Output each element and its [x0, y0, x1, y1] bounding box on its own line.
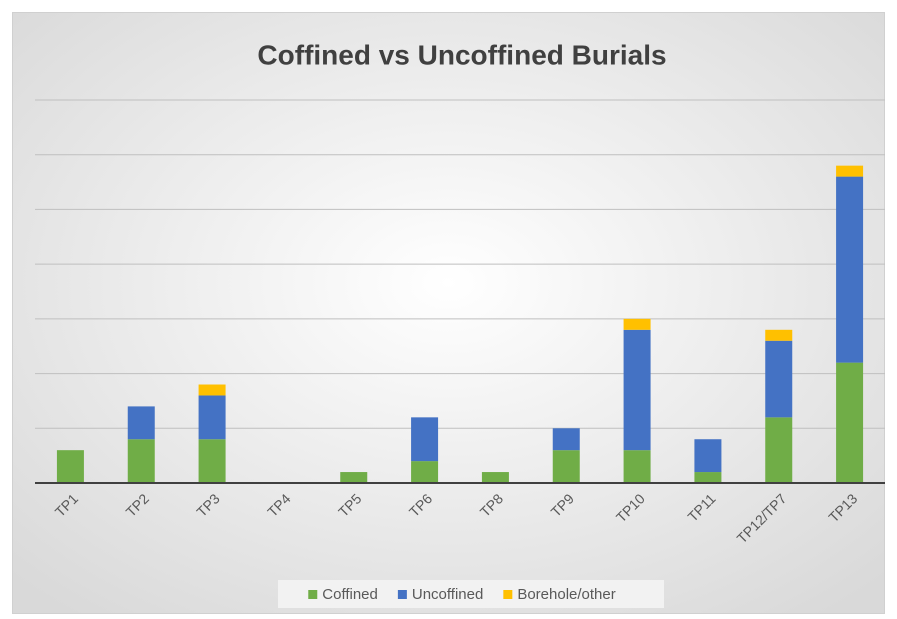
legend-label: Uncoffined — [412, 586, 483, 603]
bar-segment — [552, 428, 580, 451]
bar-segment — [552, 450, 580, 483]
bar-segment — [765, 417, 793, 483]
bar-segment — [340, 472, 368, 483]
legend-swatch — [503, 590, 513, 599]
bar-segment — [481, 472, 509, 483]
legend-swatch — [397, 590, 407, 599]
bar-segment — [127, 406, 155, 440]
legend-label: Coffined — [322, 586, 378, 603]
chart-title: Coffined vs Uncoffined Burials — [257, 39, 666, 70]
bar-segment — [56, 450, 84, 483]
bar-segment — [623, 318, 651, 330]
bar-segment — [411, 417, 439, 462]
chart-area — [12, 12, 885, 614]
bar-segment — [694, 439, 722, 473]
bar-segment — [623, 329, 651, 451]
legend-box — [278, 580, 664, 608]
bar-segment — [127, 439, 155, 483]
bar-segment — [623, 450, 651, 483]
bar-segment — [694, 472, 722, 483]
bar-segment — [836, 165, 864, 177]
bar-segment — [836, 362, 864, 483]
bar-segment — [198, 384, 226, 396]
bar-segment — [765, 340, 793, 418]
bar-segment — [198, 395, 226, 440]
legend-swatch — [308, 590, 318, 599]
legend-label: Borehole/other — [517, 586, 615, 603]
bar-segment — [765, 329, 793, 341]
bar-segment — [836, 176, 864, 363]
bar-segment — [411, 461, 439, 483]
bar-segment — [198, 439, 226, 483]
